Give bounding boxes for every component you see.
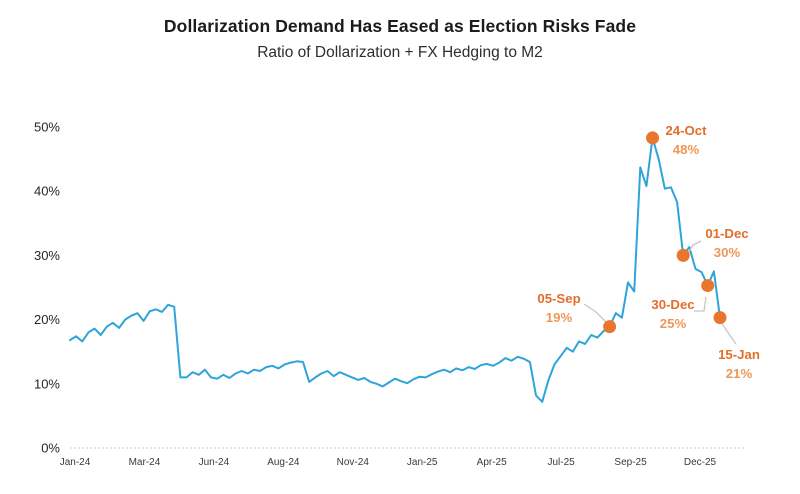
annotation-date-label: 05-Sep [537, 291, 580, 306]
annotation-dot [713, 311, 727, 325]
y-tick-label: 20% [34, 312, 60, 327]
x-tick-label: Nov-24 [337, 457, 370, 468]
annotation-value-label: 21% [726, 366, 753, 381]
annotation-value-label: 19% [546, 310, 573, 325]
annotation-leader-line [687, 240, 702, 254]
y-tick-label: 30% [34, 248, 60, 263]
x-tick-label: Jan-25 [407, 457, 438, 468]
annotation-dot [603, 320, 617, 334]
annotation-dot [676, 248, 690, 262]
annotation-dot [701, 279, 715, 293]
y-tick-label: 40% [34, 184, 60, 199]
annotation-value-label: 48% [673, 142, 700, 157]
annotation-leader-line [721, 323, 737, 345]
annotation-date-label: 01-Dec [705, 226, 748, 241]
x-tick-label: Dec-25 [684, 457, 717, 468]
x-tick-label: Sep-25 [614, 457, 647, 468]
x-tick-label: Apr-25 [477, 457, 507, 468]
y-tick-label: 50% [34, 120, 60, 135]
chart-subtitle: Ratio of Dollarization + FX Hedging to M… [257, 44, 543, 61]
x-tick-label: Jul-25 [547, 457, 575, 468]
annotation-leader-line [583, 303, 607, 323]
series-line [69, 136, 721, 403]
x-tick-label: Jan-24 [60, 457, 91, 468]
x-tick-label: Mar-24 [129, 457, 161, 468]
chart-title: Dollarization Demand Has Eased as Electi… [163, 16, 637, 36]
annotation-date-label: 24-Oct [665, 123, 707, 138]
annotation-value-label: 25% [660, 316, 687, 331]
annotation-dot [646, 131, 660, 145]
annotation-date-label: 30-Dec [651, 297, 694, 312]
annotation-leader-line [694, 296, 707, 312]
x-tick-label: Aug-24 [267, 457, 300, 468]
annotation-date-label: 15-Jan [718, 347, 760, 362]
annotation-value-label: 30% [714, 245, 741, 260]
y-tick-label: 10% [34, 376, 60, 391]
x-tick-label: Jun-24 [199, 457, 230, 468]
y-tick-label: 0% [41, 441, 60, 456]
chart-header: Dollarization Demand Has Eased as Electi… [0, 16, 800, 62]
